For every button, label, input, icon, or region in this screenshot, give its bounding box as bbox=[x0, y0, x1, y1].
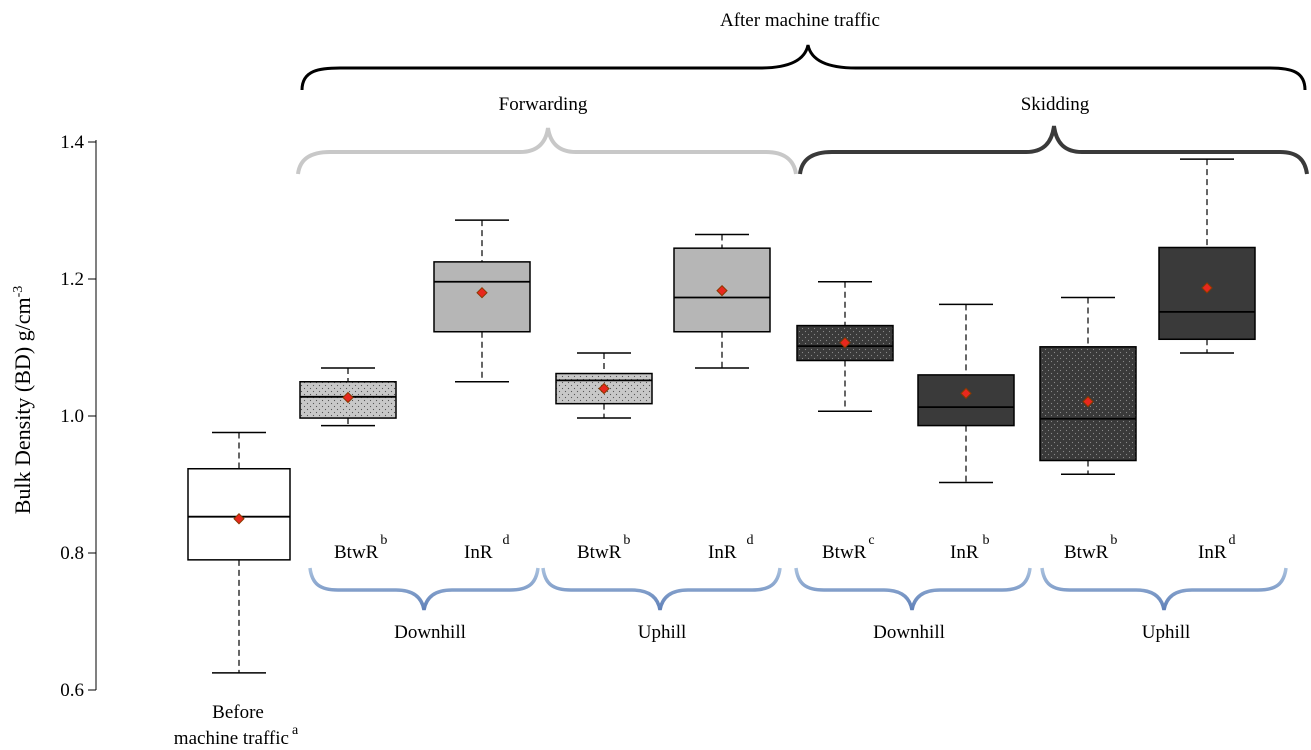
cat-label-8: InRd bbox=[1198, 533, 1236, 563]
slope-label-1: Downhill bbox=[394, 622, 466, 643]
mean-marker bbox=[476, 286, 488, 299]
category-labels: Before machine traffic a BtwRb InRd BtwRb… bbox=[174, 533, 1236, 749]
box-8 bbox=[1158, 158, 1256, 354]
before-sig: a bbox=[292, 723, 299, 738]
y-tick-label: 1.0 bbox=[60, 406, 84, 427]
cat-label-6-text: InR bbox=[950, 542, 979, 563]
cat-sig-2: d bbox=[503, 533, 510, 548]
skidding-brace bbox=[798, 125, 1309, 175]
box-5 bbox=[796, 280, 894, 412]
cat-label-7: BtwRb bbox=[1064, 533, 1117, 563]
y-tick-label: 1.2 bbox=[60, 269, 84, 290]
boxes bbox=[187, 158, 1256, 674]
iqr-box bbox=[917, 374, 1015, 427]
box-4 bbox=[673, 233, 771, 369]
box-7 bbox=[1039, 296, 1137, 475]
forwarding-label: Forwarding bbox=[499, 94, 588, 115]
cat-sig-8: d bbox=[1229, 533, 1236, 548]
y-axis: 0.6 0.8 1.0 1.2 1.4 bbox=[60, 132, 97, 701]
cat-label-5: BtwRc bbox=[822, 533, 875, 563]
cat-label-8-text: InR bbox=[1198, 542, 1227, 563]
cat-sig-3: b bbox=[623, 533, 630, 548]
cat-label-3-text: BtwR bbox=[577, 542, 622, 563]
mean-marker bbox=[233, 513, 245, 525]
y-axis-label: Bulk Density (BD) g/cm-3 bbox=[10, 286, 35, 515]
cat-label-6: InR b bbox=[950, 533, 990, 563]
slope-brace-3 bbox=[794, 567, 1032, 611]
slope-label-2: Uphill bbox=[638, 622, 687, 643]
forwarding-brace bbox=[296, 127, 798, 175]
mean-marker bbox=[960, 387, 972, 400]
before-label-line2-text: machine traffic bbox=[174, 728, 289, 749]
cat-label-2-text: InR bbox=[464, 542, 493, 563]
cat-label-3: BtwRb bbox=[577, 533, 630, 563]
y-tick-label: 1.4 bbox=[60, 132, 84, 153]
slope-brace-1 bbox=[308, 567, 540, 611]
y-axis-label-text: Bulk Density (BD) g/cm bbox=[10, 297, 35, 514]
slope-label-3: Downhill bbox=[873, 622, 945, 643]
box-1 bbox=[299, 367, 397, 427]
after-traffic-label: After machine traffic bbox=[720, 10, 880, 31]
y-tick-label: 0.8 bbox=[60, 543, 84, 564]
slope-braces: Downhill Uphill Downhill Uphill bbox=[308, 567, 1288, 643]
box-6 bbox=[917, 303, 1015, 484]
cat-label-4: InR d bbox=[708, 533, 754, 563]
cat-label-2: InR d bbox=[464, 533, 510, 563]
iqr-box bbox=[555, 372, 653, 405]
mean-marker bbox=[1082, 395, 1094, 408]
cat-sig-7: b bbox=[1110, 533, 1117, 548]
y-tick-label: 0.6 bbox=[60, 680, 84, 701]
skidding-label: Skidding bbox=[1021, 94, 1090, 115]
slope-brace-2 bbox=[541, 567, 782, 611]
cat-label-4-text: InR bbox=[708, 542, 737, 563]
y-ticks: 0.6 0.8 1.0 1.2 1.4 bbox=[60, 132, 96, 701]
box-2 bbox=[433, 219, 531, 383]
y-axis-label-sup: -3 bbox=[11, 286, 26, 298]
group-braces: Forwarding Skidding bbox=[296, 94, 1309, 175]
after-traffic-brace bbox=[300, 44, 1307, 91]
box-3 bbox=[555, 352, 653, 419]
cat-label-7-text: BtwR bbox=[1064, 542, 1109, 563]
slope-brace-4 bbox=[1040, 567, 1288, 611]
mean-marker bbox=[598, 382, 610, 395]
cat-sig-4: d bbox=[747, 533, 754, 548]
mean-marker bbox=[342, 391, 354, 404]
box-0 bbox=[187, 431, 291, 674]
cat-sig-1: b bbox=[380, 533, 387, 548]
before-label-line1: Before bbox=[212, 702, 264, 723]
mean-marker bbox=[1201, 282, 1213, 294]
mean-marker bbox=[839, 336, 851, 349]
cat-sig-6: b bbox=[983, 533, 990, 548]
slope-label-4: Uphill bbox=[1142, 622, 1191, 643]
cat-sig-5: c bbox=[868, 533, 874, 548]
cat-label-1: BtwRb bbox=[334, 533, 387, 563]
before-label-line2: machine traffic a bbox=[174, 723, 299, 749]
cat-label-1-text: BtwR bbox=[334, 542, 379, 563]
mean-marker bbox=[716, 284, 728, 297]
top-brace: After machine traffic bbox=[300, 10, 1307, 91]
cat-label-5-text: BtwR bbox=[822, 542, 867, 563]
